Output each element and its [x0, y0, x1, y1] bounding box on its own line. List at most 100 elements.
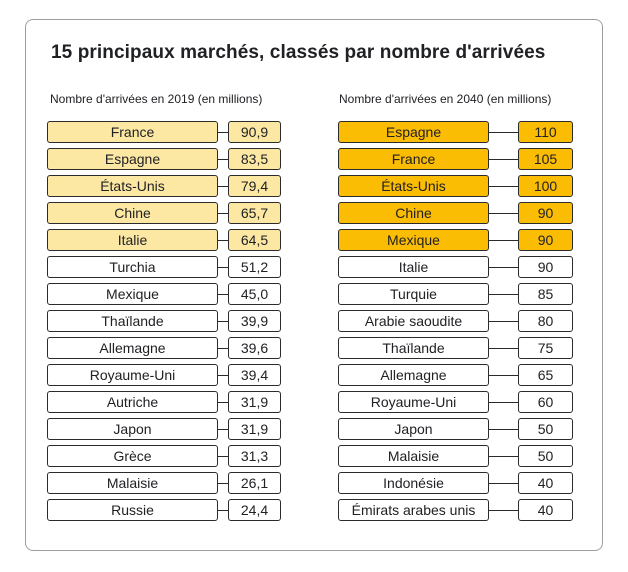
country-label-2019: France [47, 121, 218, 143]
country-label-2019: Grèce [47, 445, 218, 467]
table-row: Russie 24,4 [47, 499, 281, 521]
arrivals-value-2040: 90 [518, 256, 573, 278]
row-connector [489, 348, 518, 349]
arrivals-value-2019: 83,5 [228, 148, 281, 170]
arrivals-value-2040: 105 [518, 148, 573, 170]
country-label-2040: Émirats arabes unis [338, 499, 489, 521]
country-label-2019: Turchia [47, 256, 218, 278]
row-connector [489, 186, 518, 187]
country-label-2019: Royaume-Uni [47, 364, 218, 386]
table-row: Malaisie 50 [338, 445, 573, 467]
table-row: Autriche 31,9 [47, 391, 281, 413]
row-connector [218, 321, 228, 322]
row-connector [218, 186, 228, 187]
table-row: Mexique 90 [338, 229, 573, 251]
country-label-2019: Mexique [47, 283, 218, 305]
table-row: Malaisie 26,1 [47, 472, 281, 494]
arrivals-value-2019: 64,5 [228, 229, 281, 251]
arrivals-value-2040: 65 [518, 364, 573, 386]
country-label-2040: Japon [338, 418, 489, 440]
country-label-2040: Indonésie [338, 472, 489, 494]
arrivals-value-2019: 90,9 [228, 121, 281, 143]
country-label-2019: Allemagne [47, 337, 218, 359]
country-label-2040: Turquie [338, 283, 489, 305]
row-connector [489, 159, 518, 160]
arrivals-value-2019: 79,4 [228, 175, 281, 197]
arrivals-value-2019: 31,9 [228, 418, 281, 440]
table-row: États-Unis 79,4 [47, 175, 281, 197]
table-row: Royaume-Uni 39,4 [47, 364, 281, 386]
country-label-2019: Italie [47, 229, 218, 251]
table-row: Royaume-Uni 60 [338, 391, 573, 413]
table-row: Thaïlande 39,9 [47, 310, 281, 332]
table-row: Grèce 31,3 [47, 445, 281, 467]
row-connector [218, 429, 228, 430]
table-row: Allemagne 39,6 [47, 337, 281, 359]
arrivals-value-2040: 50 [518, 445, 573, 467]
table-row: États-Unis 100 [338, 175, 573, 197]
row-connector [218, 267, 228, 268]
table-row: Allemagne 65 [338, 364, 573, 386]
row-connector [489, 510, 518, 511]
arrivals-value-2040: 85 [518, 283, 573, 305]
table-row: Arabie saoudite 80 [338, 310, 573, 332]
table-row: Japon 50 [338, 418, 573, 440]
row-connector [218, 240, 228, 241]
table-row: France 105 [338, 148, 573, 170]
country-label-2040: Espagne [338, 121, 489, 143]
arrivals-value-2040: 110 [518, 121, 573, 143]
country-label-2040: Arabie saoudite [338, 310, 489, 332]
chart-title: 15 principaux marchés, classés par nombr… [51, 42, 546, 63]
row-connector [489, 267, 518, 268]
row-connector [489, 294, 518, 295]
table-row: Japon 31,9 [47, 418, 281, 440]
arrivals-value-2040: 60 [518, 391, 573, 413]
arrivals-value-2019: 31,9 [228, 391, 281, 413]
row-connector [489, 429, 518, 430]
country-label-2040: Thaïlande [338, 337, 489, 359]
country-label-2019: Chine [47, 202, 218, 224]
country-label-2019: Autriche [47, 391, 218, 413]
arrivals-value-2040: 40 [518, 499, 573, 521]
table-row: Chine 65,7 [47, 202, 281, 224]
arrivals-value-2019: 39,6 [228, 337, 281, 359]
arrivals-value-2040: 90 [518, 229, 573, 251]
arrivals-value-2040: 80 [518, 310, 573, 332]
country-label-2019: Japon [47, 418, 218, 440]
country-label-2040: France [338, 148, 489, 170]
table-row: Émirats arabes unis 40 [338, 499, 573, 521]
arrivals-value-2040: 50 [518, 418, 573, 440]
arrivals-value-2019: 24,4 [228, 499, 281, 521]
table-row: Indonésie 40 [338, 472, 573, 494]
row-connector [489, 456, 518, 457]
country-label-2019: Russie [47, 499, 218, 521]
row-connector [218, 348, 228, 349]
table-row: Turchia 51,2 [47, 256, 281, 278]
country-label-2040: Allemagne [338, 364, 489, 386]
table-row: Chine 90 [338, 202, 573, 224]
arrivals-value-2040: 90 [518, 202, 573, 224]
row-connector [489, 240, 518, 241]
row-connector [489, 213, 518, 214]
arrivals-value-2019: 65,7 [228, 202, 281, 224]
table-row: Turquie 85 [338, 283, 573, 305]
row-connector [218, 483, 228, 484]
row-connector [218, 213, 228, 214]
row-connector [489, 375, 518, 376]
country-label-2040: Royaume-Uni [338, 391, 489, 413]
country-label-2019: Espagne [47, 148, 218, 170]
table-row: Espagne 110 [338, 121, 573, 143]
country-label-2040: États-Unis [338, 175, 489, 197]
table-row: Thaïlande 75 [338, 337, 573, 359]
country-label-2040: Italie [338, 256, 489, 278]
table-row: France 90,9 [47, 121, 281, 143]
table-row: Mexique 45,0 [47, 283, 281, 305]
row-connector [218, 132, 228, 133]
row-connector [218, 159, 228, 160]
row-connector [218, 402, 228, 403]
country-label-2019: Thaïlande [47, 310, 218, 332]
country-label-2040: Malaisie [338, 445, 489, 467]
country-label-2019: États-Unis [47, 175, 218, 197]
row-connector [218, 375, 228, 376]
country-label-2019: Malaisie [47, 472, 218, 494]
